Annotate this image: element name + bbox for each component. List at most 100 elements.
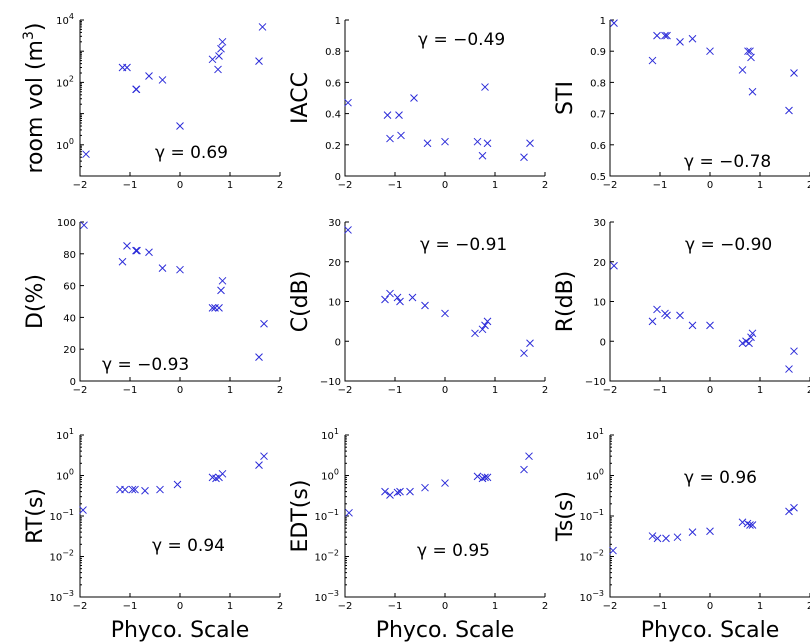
- data-point: [381, 487, 389, 496]
- data-point: [255, 57, 263, 65]
- data-point: [688, 34, 697, 43]
- data-point: [790, 503, 798, 512]
- y-tick-label: 10−1: [314, 508, 339, 523]
- y-tick-label: 10−3: [49, 589, 74, 604]
- y-tick-label: 102: [56, 74, 74, 89]
- x-tick-label: 2: [807, 180, 810, 191]
- correlation-annotation: γ = −0.49: [418, 30, 505, 50]
- data-point: [123, 63, 131, 72]
- data-point: [145, 72, 153, 80]
- correlation-annotation: γ = 0.95: [417, 541, 490, 561]
- x-tick-label: 1: [227, 180, 233, 191]
- data-point: [744, 47, 752, 56]
- y-tick-label: 0: [600, 337, 606, 348]
- data-point: [663, 31, 671, 40]
- y-tick-label: 20: [63, 345, 76, 356]
- y-tick-label: 10−2: [314, 549, 339, 564]
- data-point: [688, 321, 697, 330]
- y-axis-label: Ts(s): [553, 491, 578, 542]
- x-tick-label: 0: [442, 601, 448, 612]
- y-tick-label: 60: [63, 282, 76, 293]
- data-point: [396, 487, 404, 496]
- y-tick-label: 10−2: [579, 549, 604, 564]
- x-tick-label: 1: [492, 601, 498, 612]
- data-point: [610, 19, 618, 27]
- y-tick-label: 0: [335, 172, 341, 183]
- x-tick-label: 1: [757, 180, 763, 191]
- data-point: [483, 473, 492, 482]
- x-tick-label: 0: [707, 180, 713, 191]
- data-point: [218, 469, 227, 478]
- data-point: [653, 31, 661, 40]
- x-tick-label: −1: [388, 385, 403, 396]
- subplot-8: −2 −1 0 1 2 10−3 10−2 10−1 100 101 EDT(s) γ = 0.95 P…: [288, 427, 548, 643]
- data-point: [80, 221, 88, 230]
- data-point: [421, 301, 429, 310]
- y-tick-label: 100: [321, 468, 339, 483]
- data-point: [525, 452, 533, 461]
- data-point: [471, 329, 479, 338]
- correlation-annotation: γ = 0.96: [684, 468, 757, 488]
- data-point: [215, 52, 223, 60]
- y-tick-label: 100: [56, 137, 74, 152]
- y-tick-label: 0: [335, 337, 341, 348]
- y-tick-label: 20: [593, 258, 606, 269]
- y-axis-label: EDT(s): [288, 480, 313, 553]
- data-point: [393, 488, 402, 497]
- data-point: [421, 483, 429, 492]
- data-point: [609, 546, 617, 555]
- y-tick-label: 10: [328, 298, 341, 309]
- x-tick-label: −1: [653, 180, 668, 191]
- y-tick-label: −10: [320, 377, 341, 388]
- y-axis-label: IACC: [288, 72, 313, 124]
- data-point: [145, 248, 153, 257]
- y-axis-label: room vol (m3): [21, 22, 48, 173]
- data-point: [478, 151, 487, 160]
- x-tick-label: −1: [388, 601, 403, 612]
- subplot-1: −2 −1 0 1 2 100 102 104 room vol (m3) γ = 0.69: [21, 12, 283, 191]
- data-point: [648, 56, 657, 65]
- data-point: [208, 55, 217, 64]
- y-tick-label: 100: [586, 468, 604, 483]
- data-point: [381, 295, 389, 304]
- y-axis-label: STI: [553, 81, 578, 115]
- data-point: [520, 349, 528, 358]
- data-point: [410, 94, 418, 102]
- y-tick-label: 10: [593, 298, 606, 309]
- y-tick-label: 0.9: [590, 47, 606, 58]
- data-point: [738, 66, 747, 74]
- data-point: [663, 311, 671, 320]
- data-point: [706, 321, 714, 330]
- x-axis-label: Phyco. Scale: [641, 618, 780, 643]
- correlation-annotation: γ = −0.91: [420, 235, 507, 255]
- y-tick-label: 0.8: [325, 47, 341, 58]
- data-point: [745, 339, 753, 348]
- data-point: [481, 321, 489, 330]
- x-tick-label: −1: [653, 601, 668, 612]
- x-tick-label: −2: [603, 180, 618, 191]
- data-point: [706, 47, 714, 56]
- x-tick-label: 1: [227, 385, 233, 396]
- x-tick-label: 1: [227, 601, 233, 612]
- y-tick-label: 30: [593, 218, 606, 229]
- data-point: [344, 98, 352, 107]
- data-point: [141, 486, 149, 495]
- data-point: [208, 304, 217, 312]
- data-point: [386, 289, 394, 298]
- y-tick-label: 10−2: [49, 549, 74, 564]
- data-point: [738, 518, 747, 527]
- data-point: [790, 347, 798, 356]
- data-point: [676, 37, 684, 46]
- x-tick-label: −2: [73, 180, 88, 191]
- data-point: [520, 465, 528, 474]
- y-tick-label: 0.4: [325, 110, 341, 121]
- data-point: [785, 507, 793, 516]
- data-point: [215, 304, 223, 312]
- data-point: [746, 47, 754, 56]
- x-tick-label: 2: [542, 601, 548, 612]
- x-tick-label: −1: [653, 385, 668, 396]
- x-tick-label: 1: [492, 385, 498, 396]
- data-point: [423, 139, 432, 148]
- data-point: [258, 23, 267, 31]
